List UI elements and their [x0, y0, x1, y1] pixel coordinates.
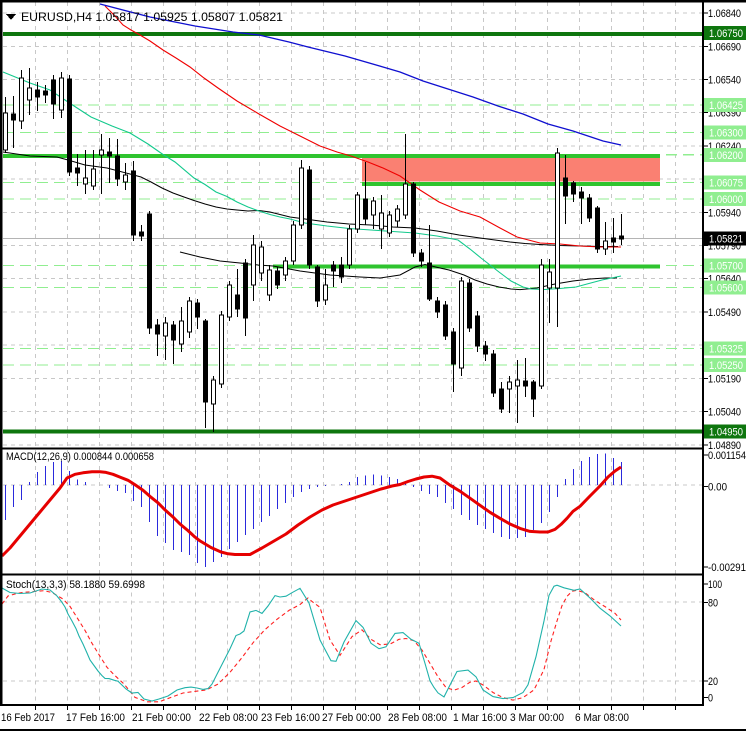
svg-text:1.05190: 1.05190 — [708, 373, 741, 385]
svg-text:1.06425: 1.06425 — [709, 100, 743, 112]
svg-text:23 Feb 16:00: 23 Feb 16:00 — [261, 712, 320, 724]
svg-text:20: 20 — [708, 676, 718, 688]
svg-text:1.06540: 1.06540 — [708, 75, 741, 87]
svg-text:6 Mar 08:00: 6 Mar 08:00 — [575, 712, 629, 724]
svg-text:22 Feb 08:00: 22 Feb 08:00 — [199, 712, 258, 724]
svg-text:1.05821: 1.05821 — [709, 234, 743, 246]
svg-text:1.05325: 1.05325 — [709, 344, 743, 356]
svg-text:1.06750: 1.06750 — [709, 28, 743, 40]
svg-text:28 Feb 08:00: 28 Feb 08:00 — [388, 712, 447, 724]
svg-text:1.06300: 1.06300 — [709, 128, 743, 140]
svg-text:80: 80 — [708, 598, 718, 610]
svg-text:1.05600: 1.05600 — [709, 283, 743, 295]
svg-text:21 Feb 00:00: 21 Feb 00:00 — [132, 712, 191, 724]
svg-text:1.06690: 1.06690 — [708, 41, 741, 53]
svg-text:3 Mar 00:00: 3 Mar 00:00 — [510, 712, 564, 724]
svg-text:0: 0 — [708, 693, 713, 705]
svg-text:MACD(12,26,9) 0.000844 0.00065: MACD(12,26,9) 0.000844 0.000658 — [6, 451, 154, 463]
svg-text:1.05040: 1.05040 — [708, 407, 741, 419]
svg-text:1 Mar 16:00: 1 Mar 16:00 — [453, 712, 507, 724]
svg-text:1.04890: 1.04890 — [708, 440, 741, 452]
svg-text:1.06000: 1.06000 — [709, 194, 743, 206]
svg-text:0.00: 0.00 — [708, 482, 727, 494]
svg-text:1.06840: 1.06840 — [708, 8, 741, 20]
svg-text:Stoch(13,3,3) 58.1880 59.6998: Stoch(13,3,3) 58.1880 59.6998 — [6, 579, 145, 591]
svg-text:1.05940: 1.05940 — [708, 207, 741, 219]
svg-text:16 Feb 2017: 16 Feb 2017 — [1, 712, 55, 724]
svg-text:100: 100 — [708, 579, 722, 591]
svg-text:1.06200: 1.06200 — [709, 150, 743, 162]
svg-text:1.05700: 1.05700 — [709, 261, 743, 273]
svg-text:27 Feb 00:00: 27 Feb 00:00 — [322, 712, 381, 724]
svg-text:-0.00291: -0.00291 — [708, 562, 746, 574]
svg-text:1.05490: 1.05490 — [708, 307, 741, 319]
svg-text:EURUSD,H4 1.05817 1.05925 1.0: EURUSD,H4 1.05817 1.05925 1.05807 1.0582… — [21, 10, 283, 24]
svg-text:1.05250: 1.05250 — [709, 360, 743, 372]
svg-text:17 Feb 16:00: 17 Feb 16:00 — [66, 712, 125, 724]
svg-text:0.001154: 0.001154 — [708, 450, 746, 462]
svg-text:1.04950: 1.04950 — [709, 427, 743, 439]
svg-text:1.06075: 1.06075 — [709, 177, 743, 189]
